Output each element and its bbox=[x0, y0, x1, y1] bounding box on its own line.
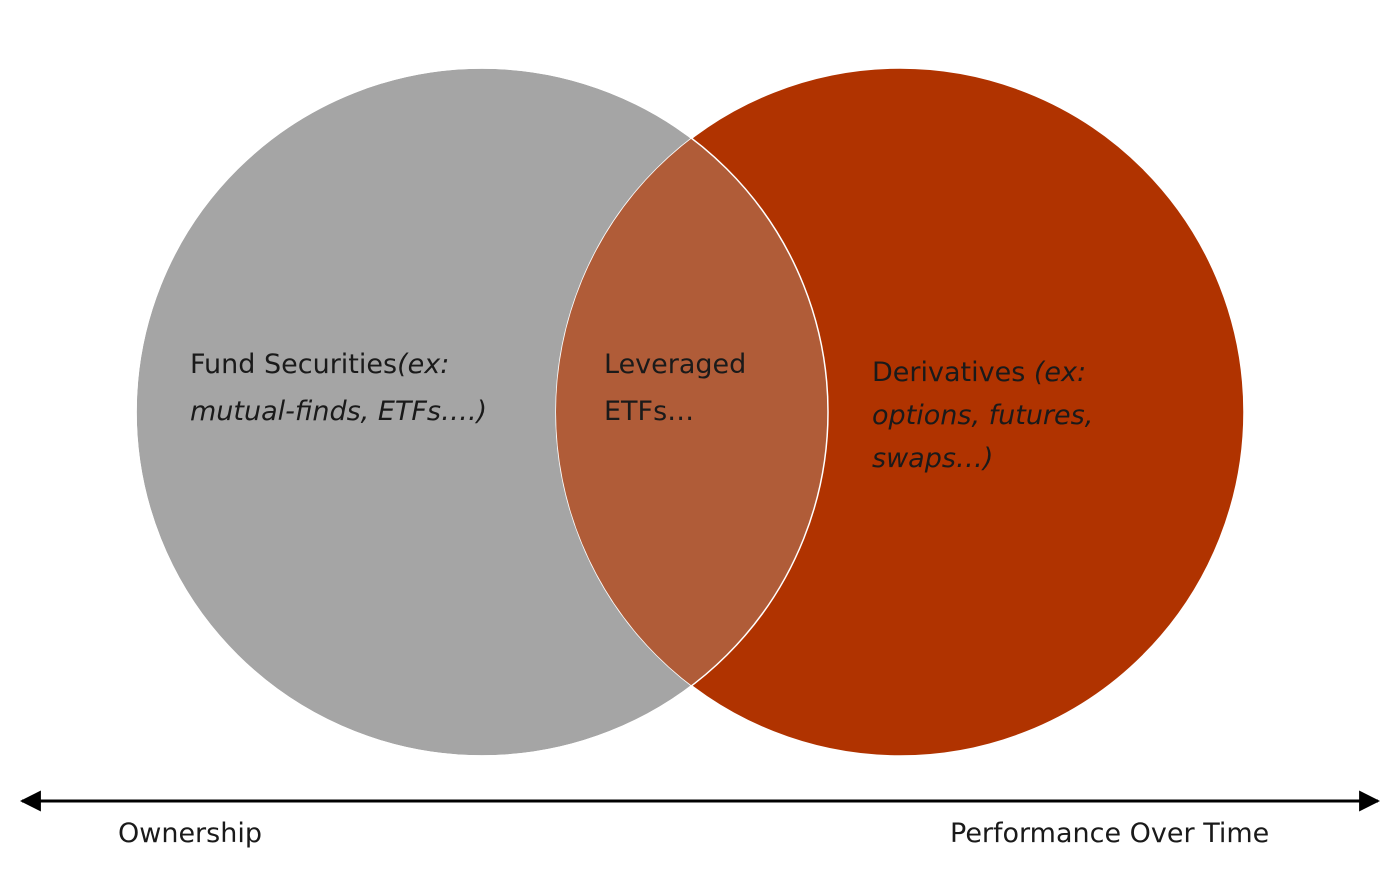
right-set-example-2: options, futures, bbox=[872, 400, 1093, 431]
right-set-example-1: (ex: bbox=[1034, 357, 1086, 388]
right-set-example-3: swaps…) bbox=[872, 443, 993, 474]
axis-right-label: Performance Over Time bbox=[950, 818, 1269, 849]
right-set-label: Derivatives bbox=[872, 357, 1034, 388]
overlap-line-2: ETFs… bbox=[604, 396, 694, 427]
left-set-text: Fund Securities(ex: mutual-finds, ETFs….… bbox=[190, 349, 487, 427]
left-set-example-1: (ex: bbox=[397, 349, 449, 380]
left-set-example-2: mutual-finds, ETFs….) bbox=[190, 396, 487, 427]
right-set-text: Derivatives (ex: options, futures, swaps… bbox=[872, 357, 1102, 474]
overlap-region-leveraged-etfs bbox=[556, 68, 828, 756]
left-set-label: Fund Securities bbox=[190, 349, 397, 380]
left-circle-outline bbox=[135, 67, 829, 757]
overlap-line-1: Leveraged bbox=[604, 349, 746, 380]
axis-left-label: Ownership bbox=[118, 818, 262, 849]
overlap-text: Leveraged ETFs… bbox=[604, 349, 755, 427]
